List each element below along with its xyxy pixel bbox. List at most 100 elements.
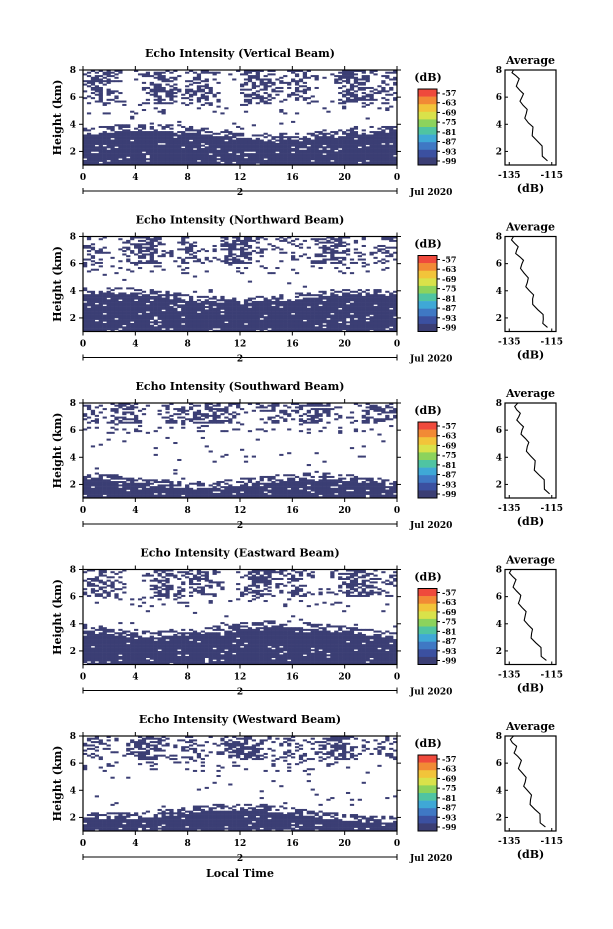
heatmap-cell (389, 323, 394, 326)
heatmap-cell (141, 408, 147, 411)
heatmap-cell (94, 486, 99, 489)
heatmap-cell (185, 103, 190, 106)
heatmap-cell (149, 75, 154, 78)
heatmap-cell (393, 306, 398, 309)
heatmap-cell (161, 326, 166, 329)
heatmap-cell (357, 83, 362, 86)
heatmap-cell (243, 311, 249, 314)
heatmap-cell (283, 153, 288, 156)
heatmap-cell (86, 290, 92, 293)
heatmap-cell (357, 292, 362, 295)
heatmap-cell (204, 314, 209, 317)
heatmap-cell (255, 326, 260, 329)
heatmap-cell (196, 73, 202, 76)
heatmap-cell (188, 243, 194, 246)
heatmap-cell (224, 430, 229, 433)
heatmap-cell (240, 311, 245, 314)
heatmap-cell (153, 329, 158, 332)
heatmap-cell (298, 314, 304, 317)
heatmap-cell (134, 307, 139, 310)
heatmap-cell (181, 159, 186, 162)
heatmap-cell (275, 312, 280, 315)
heatmap-cell (149, 329, 154, 332)
heatmap-cell (126, 131, 131, 134)
heatmap-cell (118, 132, 123, 135)
heatmap-cell (326, 314, 331, 317)
heatmap-cell (267, 134, 272, 137)
heatmap-cell (326, 304, 331, 307)
heatmap-cell (236, 258, 241, 261)
heatmap-cell (275, 302, 280, 305)
heatmap-cell (130, 295, 135, 298)
heatmap-cell (94, 419, 99, 422)
heatmap-cell (263, 307, 268, 310)
heatmap-cell (247, 156, 253, 159)
heatmap-cell (110, 409, 115, 412)
heatmap-cell (302, 73, 308, 76)
heatmap-cell (90, 316, 96, 319)
heatmap-cell (134, 295, 139, 298)
heatmap-cells (83, 236, 398, 332)
heatmap-cell (322, 309, 327, 312)
heatmap-cell (134, 137, 139, 140)
heatmap-cell (228, 258, 233, 261)
heatmap-cell (240, 134, 245, 137)
heatmap-cell (141, 300, 147, 303)
heatmap-cell (345, 144, 351, 147)
date-day-label: 2 (237, 355, 243, 365)
heatmap-cell (177, 317, 182, 320)
heatmap-cell (345, 71, 351, 74)
heatmap-cell (377, 307, 382, 310)
heatmap-cell (267, 316, 272, 319)
heatmap-cell (291, 239, 296, 242)
heatmap-cell (263, 83, 268, 86)
heatmap-cell (130, 319, 135, 322)
heatmap-cell (173, 139, 178, 142)
heatmap-cell (177, 311, 182, 314)
heatmap-cell (243, 261, 249, 264)
heatmap-cell (177, 153, 182, 156)
heatmap-cell (357, 156, 362, 159)
heatmap-cell (130, 151, 135, 154)
heatmap-cell (385, 314, 390, 317)
heatmap-cell (86, 85, 92, 88)
heatmap-cell (149, 158, 154, 161)
heatmap-cell (177, 319, 182, 322)
heatmap-cell (110, 159, 115, 162)
heatmap-cell (267, 314, 272, 317)
heatmap-cell (208, 139, 213, 142)
heatmap-cell (302, 324, 308, 327)
heatmap-cell (310, 146, 315, 149)
heatmap-cell (389, 321, 394, 324)
heatmap-cell (126, 124, 131, 127)
heatmap-cell (110, 156, 115, 159)
heatmap-cell (94, 489, 99, 492)
heatmap-cell (196, 487, 202, 490)
heatmap-cell (134, 297, 139, 300)
heatmap-cell (232, 151, 237, 154)
heatmap-cell (86, 136, 92, 139)
heatmap-cell (389, 153, 394, 156)
heatmap-cell (251, 139, 256, 142)
heatmap-cell (377, 294, 382, 297)
heatmap-cell (345, 294, 351, 297)
heatmap-cell (165, 148, 170, 151)
heatmap-cell (122, 319, 127, 322)
heatmap-cell (165, 436, 170, 439)
heatmap-cell (169, 323, 174, 326)
heatmap-cell (220, 409, 225, 412)
heatmap-cell (169, 158, 174, 161)
heatmap-cell (102, 83, 107, 86)
heatmap-cell (106, 482, 111, 485)
heatmap-cell (126, 306, 131, 309)
heatmap-cell (130, 294, 135, 297)
heatmap-cell (236, 314, 241, 317)
heatmap-cell (279, 151, 284, 154)
heatmap-cell (141, 124, 147, 127)
heatmap-cell (94, 146, 99, 149)
heatmap-cell (342, 328, 347, 331)
heatmap-cell (342, 131, 347, 134)
heatmap-cell (298, 316, 304, 319)
heatmap-cell (342, 299, 347, 302)
heatmap-cell (345, 78, 351, 81)
